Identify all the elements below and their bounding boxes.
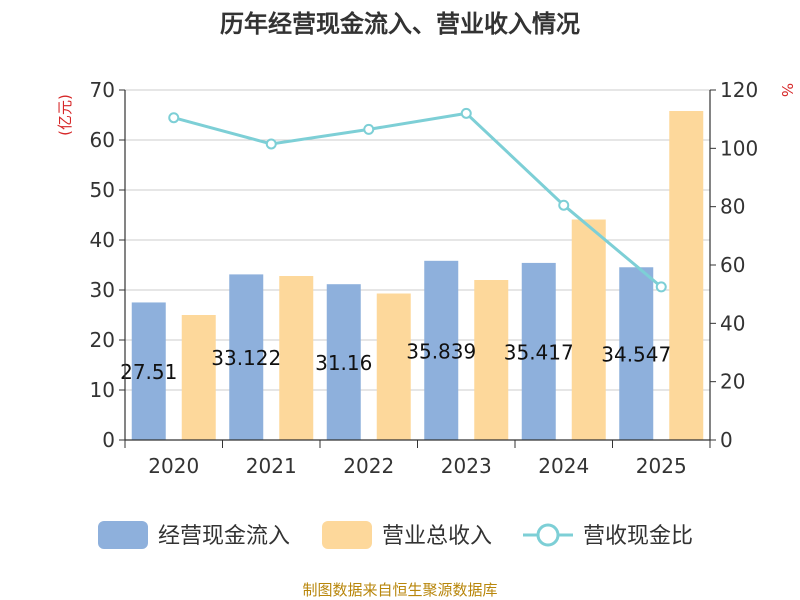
- x-tick-label: 2025: [636, 454, 687, 478]
- bar-revenue: [279, 276, 314, 440]
- legend-swatch: [98, 521, 148, 549]
- bar-revenue: [181, 315, 216, 440]
- right-axis-unit: %: [778, 83, 796, 97]
- bar-revenue: [669, 111, 704, 440]
- bar-data-label: 27.51: [120, 360, 177, 384]
- right-tick-label: 20: [720, 370, 745, 394]
- axes: 0 10 20 30 40 50 60 70 0 20 40 60 80 100 120 2020 2021 20…: [90, 78, 759, 478]
- line-point: [558, 199, 570, 211]
- legend-marker: [536, 523, 560, 547]
- x-tick-label: 2024: [538, 454, 589, 478]
- bar-cash-inflow: [424, 260, 459, 440]
- left-tick-label: 20: [90, 328, 115, 352]
- left-tick-label: 50: [90, 178, 115, 202]
- left-tick-label: 70: [90, 78, 115, 102]
- right-tick-label: 60: [720, 253, 745, 277]
- line-point: [168, 112, 180, 124]
- legend: 经营现金流入 营业总收入 营收现金比: [98, 521, 693, 549]
- right-tick-label: 80: [720, 195, 745, 219]
- right-tick-label: 40: [720, 311, 745, 335]
- left-tick-label: 0: [102, 428, 115, 452]
- line-point: [363, 123, 375, 135]
- x-tick-label: 2020: [148, 454, 199, 478]
- source-note: 制图数据来自恒生聚源数据库: [302, 581, 497, 599]
- left-tick-label: 30: [90, 278, 115, 302]
- right-tick-label: 100: [720, 136, 758, 160]
- line-series: [168, 107, 667, 293]
- bar-data-label: 33.122: [211, 346, 281, 370]
- legend-label: 营收现金比: [583, 524, 693, 549]
- bar-data-label: 35.417: [504, 340, 574, 364]
- bar-revenue: [571, 219, 606, 440]
- legend-label: 经营现金流入: [158, 524, 290, 549]
- line-point: [655, 281, 667, 293]
- line-point: [265, 138, 277, 150]
- bar-data-label: 35.839: [406, 339, 476, 363]
- right-tick-label: 0: [720, 428, 733, 452]
- bar-cash-inflow: [326, 284, 361, 440]
- right-tick-label: 120: [720, 78, 758, 102]
- left-tick-label: 60: [90, 128, 115, 152]
- grid: [125, 89, 710, 391]
- bar-data-label: 31.16: [315, 351, 372, 375]
- data-labels: 27.51 33.122 31.16 35.839 35.417 34.547: [120, 339, 671, 384]
- bar-cash-inflow: [229, 274, 264, 440]
- legend-label: 营业总收入: [382, 524, 492, 549]
- bars: [131, 111, 704, 440]
- left-tick-label: 10: [90, 378, 115, 402]
- left-axis-unit: (亿元): [56, 94, 74, 136]
- line-point: [460, 107, 472, 119]
- bar-revenue: [474, 280, 509, 440]
- line-path: [173, 111, 663, 289]
- legend-swatch: [322, 521, 372, 549]
- bar-data-label: 34.547: [601, 343, 671, 367]
- bar-cash-inflow: [619, 267, 654, 440]
- chart-title: 历年经营现金流入、营业收入情况: [220, 10, 580, 38]
- x-tick-label: 2022: [343, 454, 394, 478]
- bar-cash-inflow: [521, 262, 556, 440]
- bar-cash-inflow: [131, 302, 166, 440]
- x-tick-label: 2023: [441, 454, 492, 478]
- left-tick-label: 40: [90, 228, 115, 252]
- x-tick-label: 2021: [246, 454, 297, 478]
- bar-revenue: [376, 293, 411, 440]
